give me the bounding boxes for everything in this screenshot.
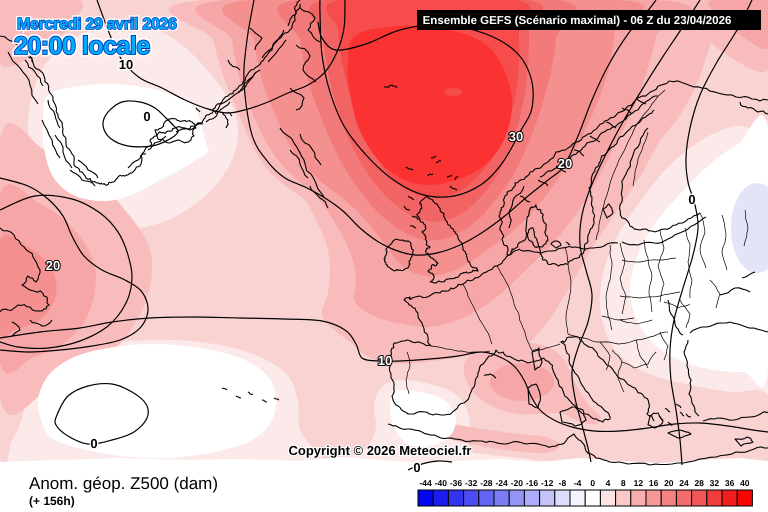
- svg-text:10: 10: [378, 353, 392, 368]
- svg-text:-12: -12: [541, 478, 554, 488]
- svg-text:10: 10: [119, 57, 133, 72]
- svg-text:(+ 156h): (+ 156h): [29, 494, 75, 508]
- svg-text:0: 0: [143, 109, 150, 124]
- svg-text:-40: -40: [435, 478, 448, 488]
- svg-text:8: 8: [621, 478, 626, 488]
- svg-text:0: 0: [688, 192, 695, 207]
- svg-text:Mercredi 29 avril 2026: Mercredi 29 avril 2026: [17, 16, 177, 33]
- svg-text:12: 12: [634, 478, 644, 488]
- svg-text:0: 0: [413, 460, 420, 475]
- svg-text:-32: -32: [465, 478, 478, 488]
- svg-text:-24: -24: [495, 478, 508, 488]
- svg-text:20: 20: [46, 258, 60, 273]
- svg-text:36: 36: [725, 478, 735, 488]
- svg-text:20:00 locale: 20:00 locale: [14, 32, 150, 60]
- svg-text:Anom. géop. Z500 (dam): Anom. géop. Z500 (dam): [29, 474, 218, 493]
- svg-text:32: 32: [710, 478, 720, 488]
- svg-text:-16: -16: [526, 478, 539, 488]
- svg-text:Copyright © 2026 Meteociel.fr: Copyright © 2026 Meteociel.fr: [289, 443, 472, 458]
- svg-text:40: 40: [740, 478, 750, 488]
- svg-text:4: 4: [606, 478, 611, 488]
- svg-text:-44: -44: [419, 478, 432, 488]
- svg-text:28: 28: [694, 478, 704, 488]
- svg-text:Ensemble GEFS (Scénario maxim: Ensemble GEFS (Scénario maximal) - 06 Z …: [423, 15, 732, 27]
- svg-text:0: 0: [90, 436, 97, 451]
- svg-text:20: 20: [558, 156, 572, 171]
- svg-text:-20: -20: [511, 478, 524, 488]
- svg-text:0: 0: [590, 478, 595, 488]
- svg-text:30: 30: [509, 129, 523, 144]
- svg-text:20: 20: [664, 478, 674, 488]
- svg-text:24: 24: [679, 478, 689, 488]
- svg-text:16: 16: [649, 478, 659, 488]
- svg-text:-28: -28: [480, 478, 493, 488]
- svg-text:Mercredi 29 avril 2026: Mercredi 29 avril 2026: [17, 16, 177, 33]
- svg-text:-36: -36: [450, 478, 463, 488]
- svg-text:-8: -8: [559, 478, 567, 488]
- svg-text:20:00 locale: 20:00 locale: [14, 32, 150, 60]
- svg-text:-4: -4: [574, 478, 582, 488]
